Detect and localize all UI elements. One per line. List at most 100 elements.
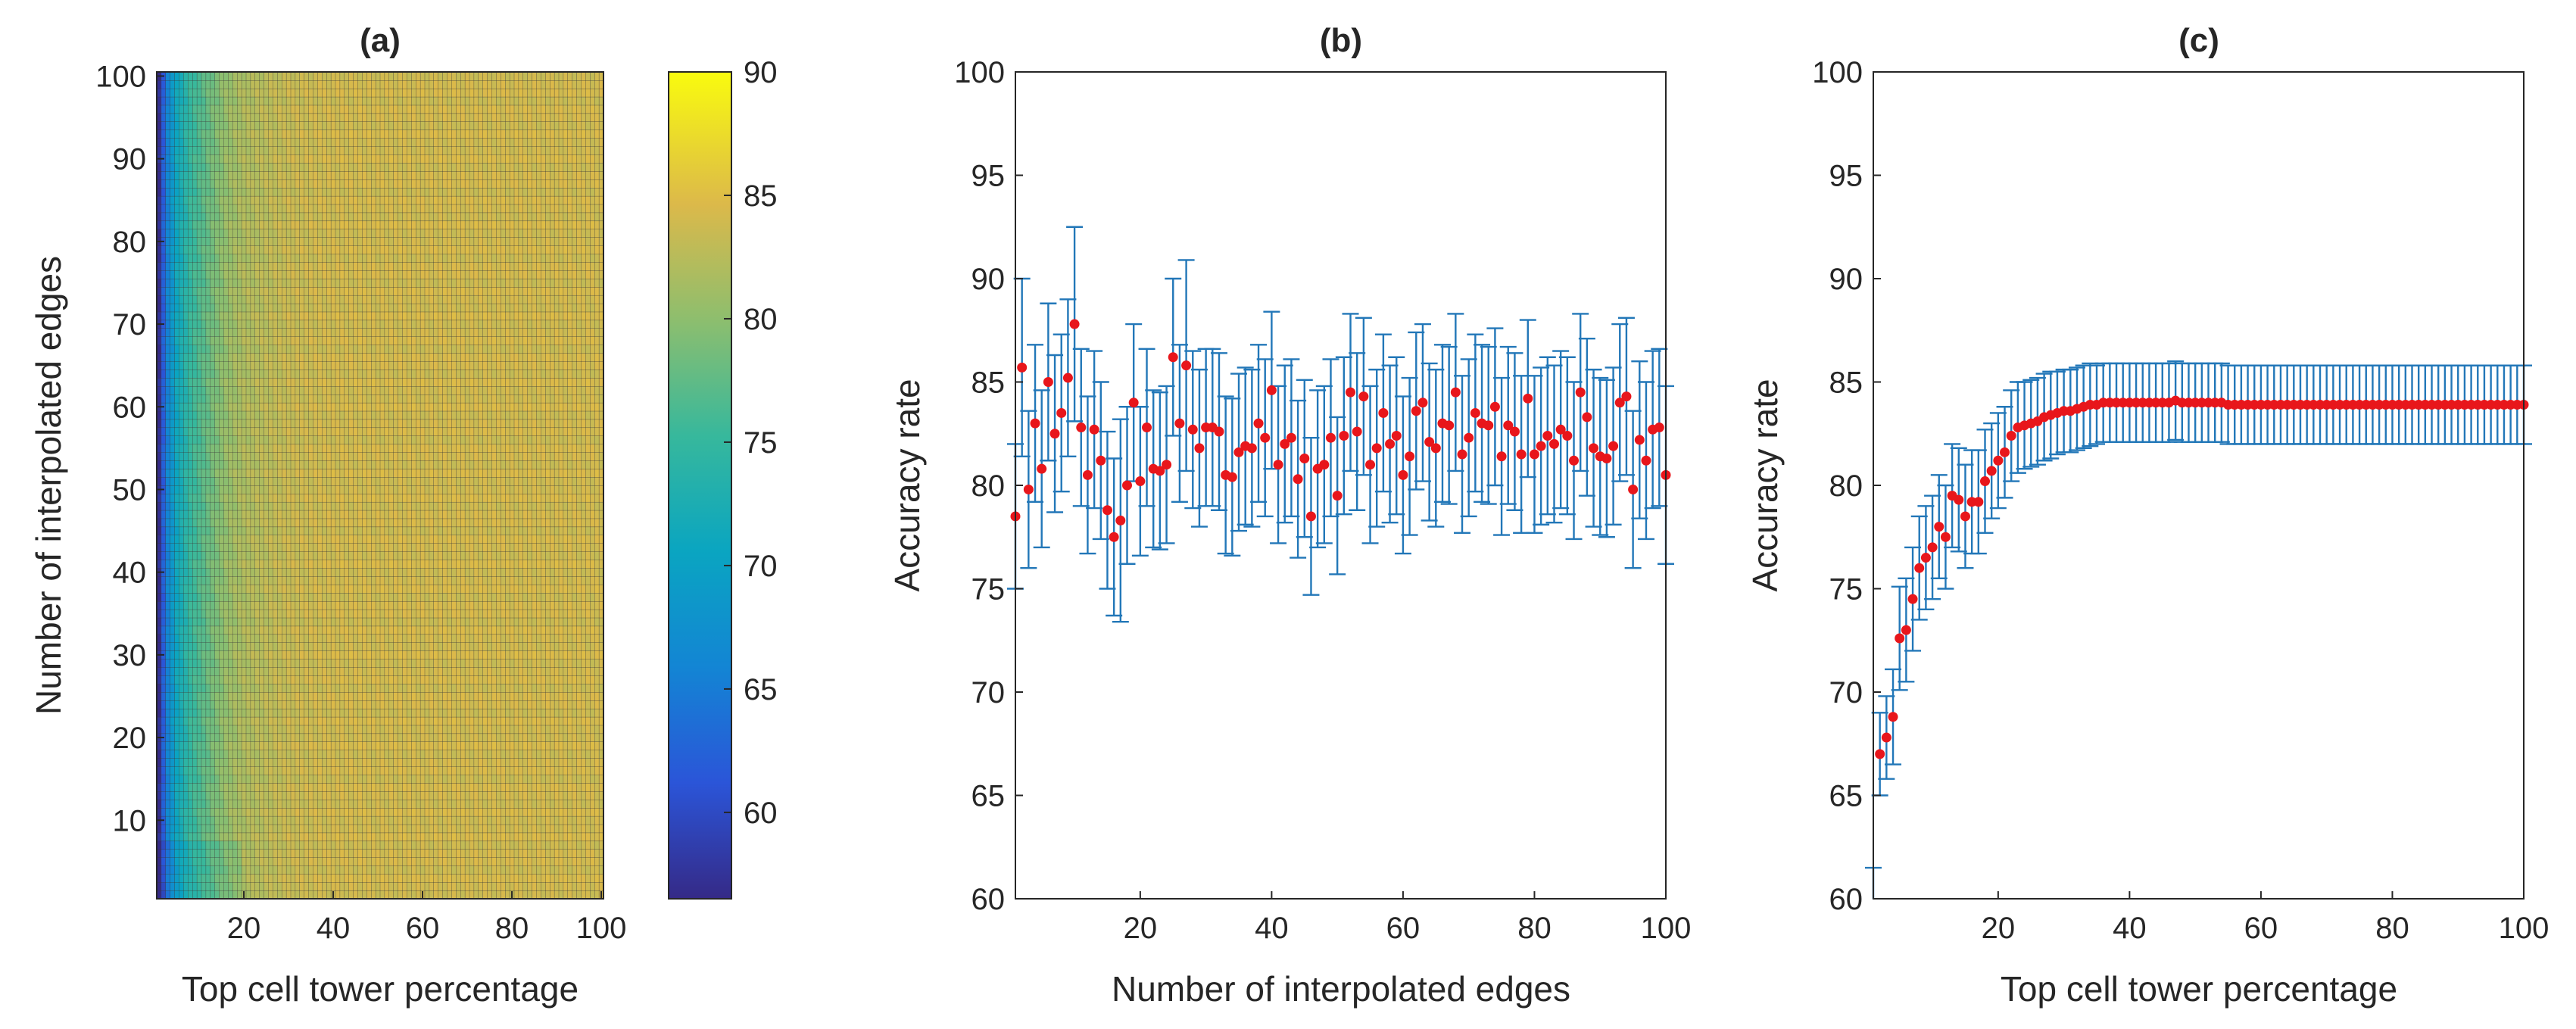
heatmap-cell xyxy=(371,543,376,552)
heatmap-cell xyxy=(451,543,457,552)
heatmap-cell xyxy=(223,832,229,842)
heatmap-cell xyxy=(491,683,497,693)
heatmap-cell xyxy=(433,535,439,544)
heatmap-cell xyxy=(299,824,305,834)
heatmap-cell xyxy=(295,865,301,875)
heatmap-cell xyxy=(550,758,555,767)
heatmap-cell xyxy=(237,584,242,594)
heatmap-cell xyxy=(518,683,524,693)
heatmap-cell xyxy=(339,518,345,528)
heatmap-cell xyxy=(563,716,569,726)
heatmap-cell xyxy=(277,741,282,750)
heatmap-cell xyxy=(366,857,372,866)
heatmap-cell xyxy=(407,518,412,528)
heatmap-cell xyxy=(478,881,484,891)
heatmap-cell xyxy=(357,592,363,602)
heatmap-cell xyxy=(357,700,363,709)
heatmap-cell xyxy=(375,750,381,759)
heatmap-cell xyxy=(317,659,323,668)
heatmap-cell xyxy=(478,865,484,875)
heatmap-cell xyxy=(473,650,479,659)
heatmap-cell xyxy=(348,874,354,883)
heatmap-cell xyxy=(496,775,501,784)
heatmap-cell xyxy=(388,642,395,651)
heatmap-cell xyxy=(407,675,412,684)
heatmap-cell xyxy=(447,708,452,718)
heatmap-cell xyxy=(482,840,488,850)
heatmap-cell xyxy=(469,758,475,767)
heatmap-cell xyxy=(447,609,452,619)
heatmap-cell xyxy=(228,750,233,759)
heatmap-cell xyxy=(576,782,582,792)
heatmap-cell xyxy=(317,815,323,825)
heatmap-cell xyxy=(379,881,385,891)
heatmap-cell xyxy=(482,708,488,718)
heatmap-cell xyxy=(223,575,229,585)
heatmap-cell xyxy=(375,592,381,602)
heatmap-cell xyxy=(416,617,421,627)
heatmap-cell xyxy=(304,775,310,784)
heatmap-cell xyxy=(304,874,310,883)
heatmap-cell xyxy=(188,815,193,825)
heatmap-cell xyxy=(407,750,412,759)
heatmap-cell xyxy=(308,815,313,825)
heatmap-cell xyxy=(398,501,403,511)
heatmap-cell xyxy=(424,874,430,883)
heatmap-cell xyxy=(509,659,515,668)
heatmap-cell xyxy=(219,741,224,750)
heatmap-cell xyxy=(532,782,537,792)
heatmap-cell xyxy=(590,890,595,899)
heatmap-cell xyxy=(501,535,506,544)
heatmap-cell xyxy=(295,600,301,610)
heatmap-cell xyxy=(456,526,461,535)
heatmap-cell xyxy=(442,840,448,850)
heatmap-cell xyxy=(165,890,171,899)
heatmap-cell xyxy=(362,535,367,544)
heatmap-cell xyxy=(464,857,470,866)
heatmap-cell xyxy=(245,700,251,709)
heatmap-cell xyxy=(165,691,171,701)
heatmap-cell xyxy=(554,741,560,750)
heatmap-cell xyxy=(513,708,519,718)
heatmap-cell xyxy=(290,799,296,809)
heatmap-cell xyxy=(264,526,269,535)
heatmap-cell xyxy=(254,584,260,594)
heatmap-cell xyxy=(259,543,265,552)
heatmap-cell xyxy=(532,799,537,809)
heatmap-cell xyxy=(438,526,444,535)
heatmap-cell xyxy=(237,659,242,668)
heatmap-cell xyxy=(357,642,363,651)
heatmap-cell xyxy=(241,625,247,635)
heatmap-cell xyxy=(339,790,345,800)
heatmap-cell xyxy=(250,493,256,503)
heatmap-cell xyxy=(313,501,318,511)
heatmap-cell xyxy=(411,733,416,742)
heatmap-cell xyxy=(518,568,524,577)
heatmap-cell xyxy=(384,741,390,750)
heatmap-cell xyxy=(357,832,363,842)
heatmap-cell xyxy=(550,675,555,684)
heatmap-cell xyxy=(433,510,439,519)
heatmap-cell xyxy=(375,782,381,792)
heatmap-cell xyxy=(219,659,224,668)
heatmap-cell xyxy=(344,600,350,610)
heatmap-cell xyxy=(241,535,247,544)
heatmap-cell xyxy=(317,849,323,858)
heatmap-cell xyxy=(558,568,564,577)
heatmap-cell xyxy=(407,592,412,602)
heatmap-cell xyxy=(183,766,189,775)
heatmap-cell xyxy=(442,584,448,594)
heatmap-cell xyxy=(241,526,247,535)
heatmap-cell xyxy=(473,832,479,842)
heatmap-cell xyxy=(590,642,595,651)
heatmap-cell xyxy=(496,510,501,519)
heatmap-cell xyxy=(322,881,327,891)
heatmap-cell xyxy=(348,865,354,875)
heatmap-cell xyxy=(487,642,492,651)
heatmap-cell xyxy=(460,733,466,742)
heatmap-cell xyxy=(581,526,586,535)
heatmap-cell xyxy=(554,815,560,825)
heatmap-cell xyxy=(527,584,533,594)
heatmap-cell xyxy=(550,535,555,544)
heatmap-cell xyxy=(366,775,372,784)
